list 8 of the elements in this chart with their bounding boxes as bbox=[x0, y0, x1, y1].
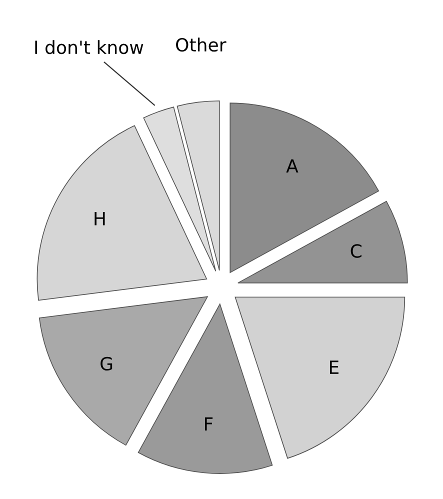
slice-label: G bbox=[100, 356, 112, 371]
slice-label: A bbox=[286, 159, 298, 173]
slice-label: E bbox=[330, 360, 338, 374]
slice-label: C bbox=[350, 244, 362, 258]
slice-label: H bbox=[94, 212, 105, 226]
slice-label: Other bbox=[176, 38, 226, 52]
slice-label: F bbox=[205, 417, 213, 430]
slice-label: I don't know bbox=[35, 40, 144, 54]
